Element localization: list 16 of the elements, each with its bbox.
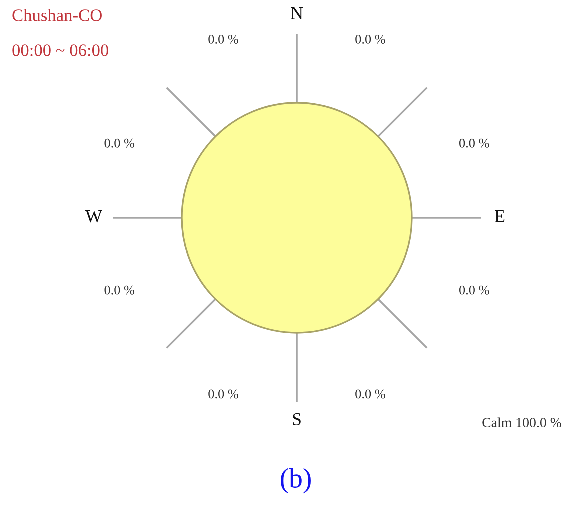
data-label: 0.0 % [104,286,135,295]
data-label: 0.0 % [459,286,490,295]
text: (b) [281,468,311,494]
data-label: 0.0 % [208,390,238,399]
text: Chushan-CO [12,9,102,22]
text: Calm 100.0 % [482,418,562,428]
text: 00:00 ~ 06:00 [12,44,109,56]
data-label: 0.0 % [104,138,135,148]
category-label: S [293,413,301,426]
category-label: W [85,210,102,223]
data-label: 0.0 % [208,35,238,44]
data-label: 0.0 % [356,35,386,44]
data-label: 0.0 % [459,138,490,148]
category-label: E [495,210,505,222]
data-label: 0.0 % [356,390,386,399]
category-label: N [291,8,304,20]
